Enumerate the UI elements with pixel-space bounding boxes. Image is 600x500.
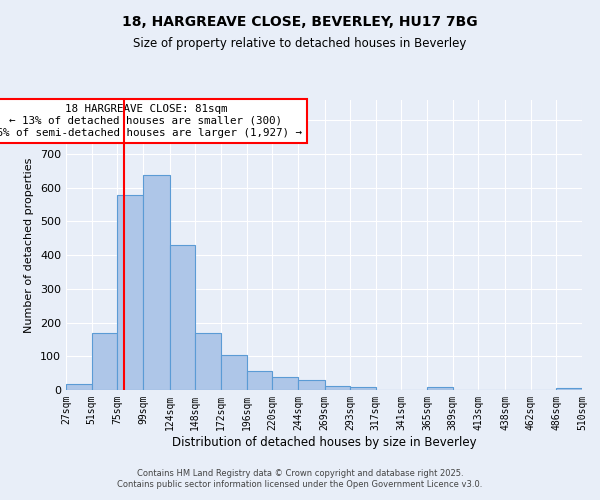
Text: Size of property relative to detached houses in Beverley: Size of property relative to detached ho…	[133, 38, 467, 51]
Bar	[350, 386, 376, 390]
Bar	[143, 175, 170, 390]
X-axis label: Distribution of detached houses by size in Beverley: Distribution of detached houses by size …	[172, 436, 476, 448]
Bar	[195, 332, 221, 390]
Text: 18 HARGREAVE CLOSE: 81sqm
← 13% of detached houses are smaller (300)
86% of semi: 18 HARGREAVE CLOSE: 81sqm ← 13% of detac…	[0, 104, 302, 138]
Bar	[325, 386, 350, 390]
Bar	[556, 388, 582, 390]
Text: Contains public sector information licensed under the Open Government Licence v3: Contains public sector information licen…	[118, 480, 482, 489]
Bar	[117, 195, 143, 390]
Bar	[170, 245, 195, 390]
Bar	[92, 332, 117, 390]
Bar	[298, 380, 325, 390]
Text: 18, HARGREAVE CLOSE, BEVERLEY, HU17 7BG: 18, HARGREAVE CLOSE, BEVERLEY, HU17 7BG	[122, 15, 478, 29]
Bar	[247, 371, 272, 390]
Text: Contains HM Land Registry data © Crown copyright and database right 2025.: Contains HM Land Registry data © Crown c…	[137, 468, 463, 477]
Bar	[66, 384, 92, 390]
Bar	[427, 388, 453, 390]
Y-axis label: Number of detached properties: Number of detached properties	[25, 158, 34, 332]
Bar	[272, 376, 298, 390]
Bar	[221, 356, 247, 390]
